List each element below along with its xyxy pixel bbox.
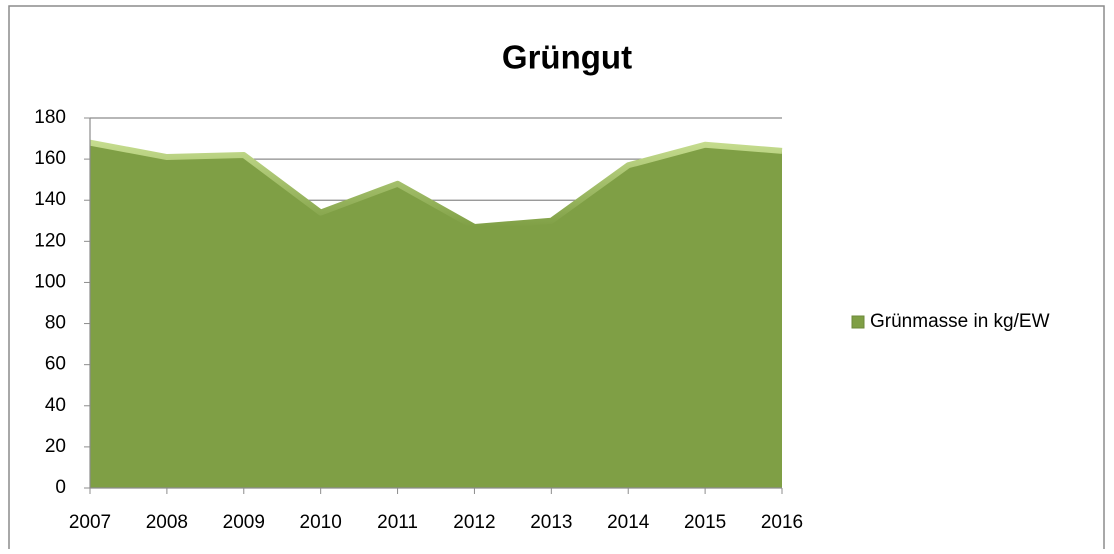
- x-tick-label: 2008: [146, 512, 188, 533]
- x-tick-label: 2012: [453, 512, 495, 533]
- area: [90, 142, 782, 488]
- area-edge: [89, 139, 783, 230]
- y-tick-label: 40: [45, 395, 66, 416]
- x-tick-label: 2010: [300, 512, 342, 533]
- x-tick-label: 2009: [223, 512, 265, 533]
- x-tick-label: 2011: [377, 512, 418, 533]
- x-tick-label: 2007: [69, 512, 111, 533]
- y-tick-label: 120: [34, 230, 66, 251]
- y-tick-label: 60: [45, 354, 66, 375]
- x-tick-label: 2013: [530, 512, 572, 533]
- y-tick-label: 20: [45, 436, 66, 457]
- y-tick-label: 100: [34, 271, 66, 292]
- x-tick-label: 2015: [684, 512, 726, 533]
- y-tick-label: 140: [34, 189, 66, 210]
- x-tick-label: 2014: [607, 512, 650, 533]
- legend-label: Grünmasse in kg/EW: [870, 311, 1050, 332]
- y-tick-label: 180: [34, 107, 66, 128]
- x-tick-label: 2016: [761, 512, 803, 533]
- y-tick-label: 80: [45, 313, 66, 334]
- y-tick-label: 0: [55, 477, 66, 498]
- chart-title: Grüngut: [502, 39, 632, 76]
- legend-swatch: [851, 315, 865, 329]
- y-tick-label: 160: [34, 148, 66, 169]
